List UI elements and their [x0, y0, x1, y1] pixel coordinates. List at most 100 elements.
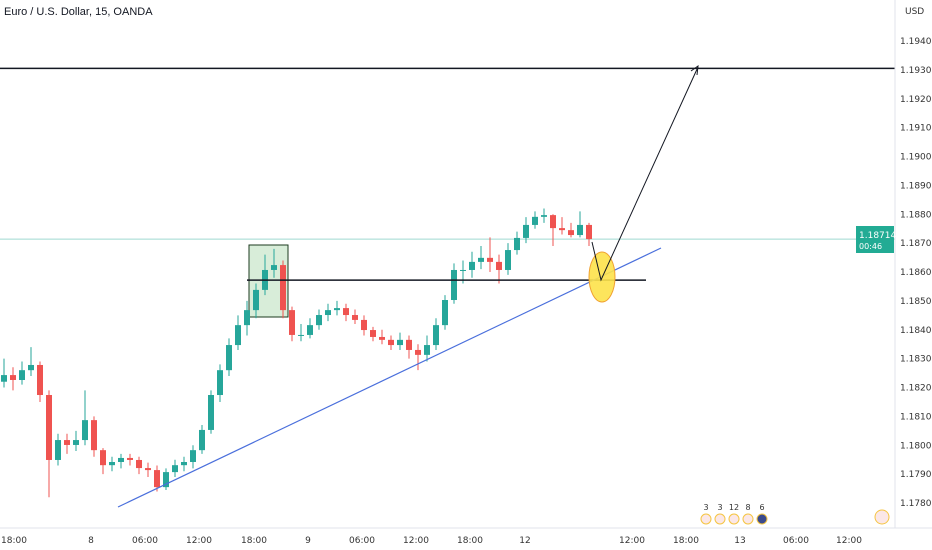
candle-body [388, 339, 394, 346]
price-axis[interactable]: 1.17800 1.17900 1.18000 1.18100 1.18200 1.183… [894, 0, 932, 528]
candle-body [136, 459, 142, 469]
price-tick-label: 1.19100 [900, 124, 932, 134]
candle-body [433, 325, 439, 346]
candle-body [109, 461, 115, 466]
current-price-label: 1.18714 00:46 [856, 226, 896, 253]
candle-body [253, 289, 259, 311]
candle-body [271, 265, 277, 270]
candle-body [406, 339, 412, 350]
candle-body [226, 345, 232, 371]
candle-body [64, 440, 70, 445]
candle-body [28, 364, 34, 371]
us-flag-icon[interactable] [874, 509, 890, 525]
candle-body [361, 319, 367, 331]
price-tick-label: 1.18300 [900, 355, 932, 365]
candle-body [577, 224, 583, 236]
price-tick-label: 1.19000 [900, 153, 932, 163]
candle-body [505, 250, 511, 270]
time-tick-label: 06:00 [349, 536, 375, 546]
candle-body [532, 216, 538, 225]
candle-body [217, 370, 223, 396]
candle-body [487, 257, 493, 262]
candle-body [118, 457, 124, 462]
candle-body [460, 269, 466, 271]
time-tick-label: 06:00 [783, 536, 809, 546]
candle-body [244, 310, 250, 326]
time-tick-label: 9 [305, 536, 311, 546]
candle-body [307, 325, 313, 335]
candle-body [550, 215, 556, 229]
us-flag-icon[interactable] [714, 513, 726, 525]
candle-body [325, 310, 331, 316]
price-tick-label: 1.17900 [900, 470, 932, 480]
event-badge-icon[interactable] [756, 513, 768, 525]
candle-body [163, 472, 169, 488]
event-count: 12 [729, 503, 739, 512]
price-tick-label: 1.19200 [900, 95, 932, 105]
time-tick-label: 18:00 [241, 536, 267, 546]
price-tick-label: 1.18200 [900, 384, 932, 394]
candle-body [316, 315, 322, 326]
price-tick-label: 1.17800 [900, 499, 932, 509]
chart-title: Euro / U.S. Dollar, 15, OANDA [4, 6, 153, 18]
ascending-trendline[interactable] [117, 247, 662, 508]
price-tick-label: 1.19300 [900, 66, 932, 76]
time-tick-label: 06:00 [132, 536, 158, 546]
candle-body [559, 228, 565, 231]
candle-body [370, 330, 376, 337]
candle-body [127, 457, 133, 460]
candle-body [541, 215, 547, 217]
event-count: 3 [703, 503, 708, 512]
candle-body [208, 395, 214, 430]
candle-body [415, 349, 421, 355]
time-tick-label: 12 [519, 536, 530, 546]
candle-body [451, 269, 457, 301]
candle-body [46, 395, 52, 460]
time-tick-label: 12:00 [186, 536, 212, 546]
candle-body [568, 230, 574, 236]
candle-body [442, 300, 448, 326]
candle-body [10, 375, 16, 380]
candle-body [82, 420, 88, 441]
candle-body [37, 364, 43, 396]
price-tick-label: 1.18600 [900, 268, 932, 278]
candle-body [289, 310, 295, 335]
time-tick-label: 12:00 [836, 536, 862, 546]
time-tick-label: 18:00 [673, 536, 699, 546]
candle-body [154, 470, 160, 488]
economic-events[interactable]: 3 3 12 8 6 [700, 503, 890, 525]
time-tick-label: 12:00 [403, 536, 429, 546]
candle-body [478, 257, 484, 262]
price-tick-label: 1.18900 [900, 181, 932, 191]
candle-body [379, 336, 385, 340]
event-count: 8 [745, 503, 750, 512]
time-tick-label: 13 [734, 536, 745, 546]
bar-countdown: 00:46 [859, 242, 882, 251]
candle-body [172, 465, 178, 473]
price-tick-label: 1.18700 [900, 239, 932, 249]
us-flag-icon[interactable] [728, 513, 740, 525]
candle-body [586, 224, 592, 240]
us-flag-icon[interactable] [700, 513, 712, 525]
event-count: 6 [759, 503, 764, 512]
candle-body [19, 370, 25, 380]
candle-body [523, 224, 529, 238]
candle-body [73, 440, 79, 445]
candle-body [343, 308, 349, 316]
price-tick-label: 1.18500 [900, 297, 932, 307]
price-tick-label: 1.18000 [900, 441, 932, 451]
time-tick-label: 18:00 [457, 536, 483, 546]
candle-body [280, 265, 286, 311]
time-tick-label: 18:00 [1, 536, 27, 546]
time-axis[interactable]: 18:00 8 06:00 12:00 18:00 9 06:00 12:00 18:00 12 1… [0, 527, 932, 546]
candle-body [424, 345, 430, 355]
projection-arrow[interactable] [591, 66, 699, 282]
candle-body [145, 468, 151, 471]
candle-body [298, 334, 304, 336]
us-flag-icon[interactable] [742, 513, 754, 525]
time-tick-label: 12:00 [619, 536, 645, 546]
currency-label: USD [905, 7, 924, 17]
event-count: 3 [717, 503, 722, 512]
price-tick-label: 1.19400 [900, 37, 932, 47]
